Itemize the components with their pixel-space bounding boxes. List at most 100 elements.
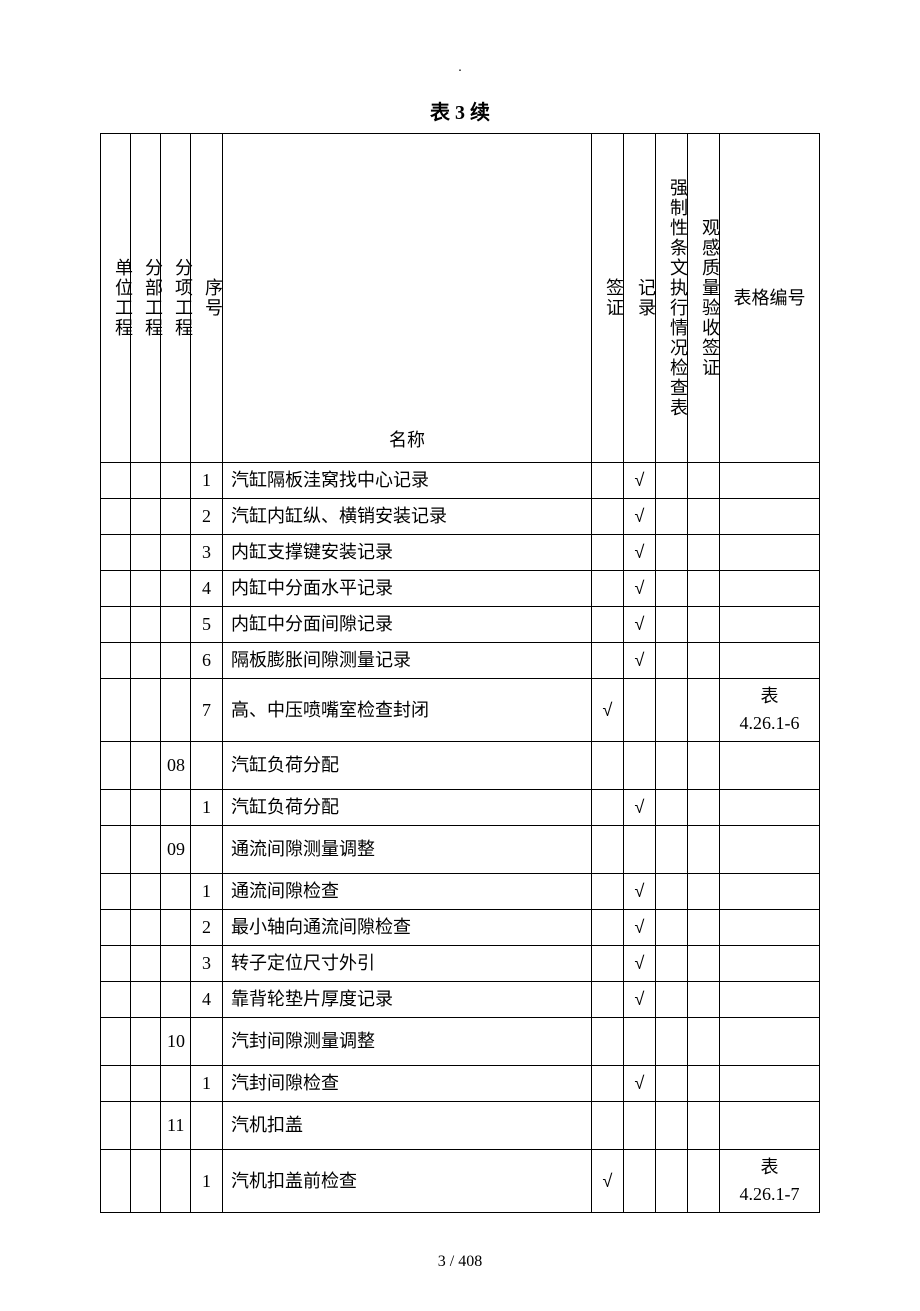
cell-seq	[191, 826, 223, 874]
table-row: 5内缸中分面间隙记录√	[101, 607, 820, 643]
cell-item	[161, 874, 191, 910]
cell-form: 表4.26.1-6	[720, 679, 820, 742]
cell-record: √	[624, 790, 656, 826]
cell-name: 汽封间隙测量调整	[223, 1018, 592, 1066]
cell-appearance	[688, 1150, 720, 1213]
cell-unit	[101, 910, 131, 946]
cell-form	[720, 982, 820, 1018]
cell-record	[624, 1150, 656, 1213]
cell-seq: 7	[191, 679, 223, 742]
cell-visa	[592, 571, 624, 607]
cell-seq: 3	[191, 946, 223, 982]
inspection-table: 单位工程 分部工程 分项工程 序号 名称 签证 记录 强制性条文执行情况检查表 …	[100, 133, 820, 1213]
cell-form	[720, 874, 820, 910]
cell-form	[720, 1018, 820, 1066]
table-title: 表 3 续	[100, 96, 820, 125]
cell-form	[720, 499, 820, 535]
cell-sub	[131, 499, 161, 535]
cell-mandatory	[656, 607, 688, 643]
header-mandatory: 强制性条文执行情况检查表	[656, 134, 688, 463]
cell-item	[161, 679, 191, 742]
table-row: 2最小轴向通流间隙检查 √	[101, 910, 820, 946]
cell-sub	[131, 607, 161, 643]
cell-mandatory	[656, 679, 688, 742]
cell-name: 最小轴向通流间隙检查	[223, 910, 592, 946]
cell-form	[720, 742, 820, 790]
cell-sub	[131, 982, 161, 1018]
cell-mandatory	[656, 1102, 688, 1150]
cell-visa	[592, 535, 624, 571]
header-unit-project: 单位工程	[101, 134, 131, 463]
cell-form	[720, 571, 820, 607]
cell-mandatory	[656, 643, 688, 679]
cell-sub	[131, 535, 161, 571]
cell-sub	[131, 790, 161, 826]
cell-seq: 2	[191, 910, 223, 946]
cell-form	[720, 826, 820, 874]
cell-sub	[131, 679, 161, 742]
table-row: 3转子定位尺寸外引√	[101, 946, 820, 982]
cell-name: 汽缸负荷分配	[223, 790, 592, 826]
cell-form: 表4.26.1-7	[720, 1150, 820, 1213]
cell-name: 汽机扣盖	[223, 1102, 592, 1150]
cell-sub	[131, 742, 161, 790]
cell-seq: 1	[191, 874, 223, 910]
cell-form	[720, 1102, 820, 1150]
cell-name: 高、中压喷嘴室检查封闭	[223, 679, 592, 742]
cell-record: √	[624, 982, 656, 1018]
table-row: 6隔板膨胀间隙测量记录√	[101, 643, 820, 679]
table-row: 2汽缸内缸纵、横销安装记录√	[101, 499, 820, 535]
cell-seq: 4	[191, 982, 223, 1018]
cell-unit	[101, 499, 131, 535]
cell-record: √	[624, 607, 656, 643]
cell-record	[624, 679, 656, 742]
cell-seq: 1	[191, 790, 223, 826]
cell-item: 08	[161, 742, 191, 790]
table-row: 7高、中压喷嘴室检查封闭√表4.26.1-6	[101, 679, 820, 742]
cell-sub	[131, 826, 161, 874]
cell-appearance	[688, 463, 720, 499]
cell-appearance	[688, 910, 720, 946]
table-row: 11汽机扣盖	[101, 1102, 820, 1150]
cell-unit	[101, 1066, 131, 1102]
cell-appearance	[688, 946, 720, 982]
cell-record: √	[624, 535, 656, 571]
cell-form	[720, 910, 820, 946]
cell-appearance	[688, 499, 720, 535]
table-row: 1汽封间隙检查√	[101, 1066, 820, 1102]
cell-seq: 6	[191, 643, 223, 679]
cell-unit	[101, 607, 131, 643]
cell-visa	[592, 643, 624, 679]
table-row: 3内缸支撑键安装记录√	[101, 535, 820, 571]
cell-appearance	[688, 607, 720, 643]
cell-item	[161, 571, 191, 607]
cell-visa	[592, 826, 624, 874]
cell-record: √	[624, 910, 656, 946]
cell-unit	[101, 535, 131, 571]
cell-record	[624, 1018, 656, 1066]
cell-seq	[191, 1018, 223, 1066]
cell-record	[624, 1102, 656, 1150]
cell-name: 靠背轮垫片厚度记录	[223, 982, 592, 1018]
table-row: 4靠背轮垫片厚度记录 √	[101, 982, 820, 1018]
cell-item: 09	[161, 826, 191, 874]
header-record: 记录	[624, 134, 656, 463]
cell-sub	[131, 1102, 161, 1150]
table-row: 1汽缸负荷分配 √	[101, 790, 820, 826]
cell-appearance	[688, 790, 720, 826]
cell-name: 内缸支撑键安装记录	[223, 535, 592, 571]
cell-sub	[131, 1018, 161, 1066]
cell-form	[720, 1066, 820, 1102]
cell-item	[161, 643, 191, 679]
cell-unit	[101, 946, 131, 982]
cell-sub	[131, 571, 161, 607]
cell-visa	[592, 742, 624, 790]
cell-item	[161, 790, 191, 826]
cell-appearance	[688, 1102, 720, 1150]
cell-item	[161, 1150, 191, 1213]
cell-appearance	[688, 535, 720, 571]
cell-mandatory	[656, 463, 688, 499]
cell-item	[161, 910, 191, 946]
cell-form	[720, 790, 820, 826]
cell-sub	[131, 874, 161, 910]
